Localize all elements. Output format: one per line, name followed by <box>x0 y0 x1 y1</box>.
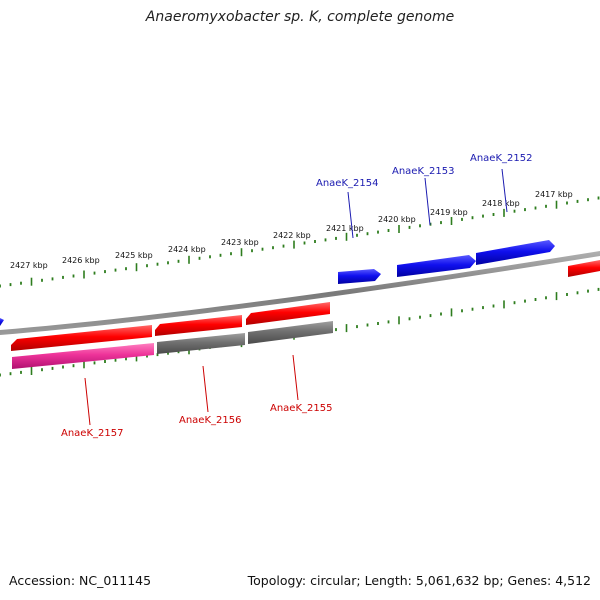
ruler-labels: 2417 kbp 2418 kbp 2419 kbp 2420 kbp 2421… <box>10 190 573 270</box>
reverse-strand-genes-red <box>11 302 330 351</box>
genome-summary-text: Topology: circular; Length: 5,061,632 bp… <box>247 573 591 588</box>
gene-arrow[interactable] <box>246 302 330 325</box>
gene-label[interactable]: AnaeK_2156 <box>179 415 241 426</box>
gene-labels: AnaeK_2152 AnaeK_2153 AnaeK_2154 AnaeK_2… <box>61 153 532 439</box>
gene-arrow-AnaeK_2157[interactable] <box>12 343 154 369</box>
gene-arrow-AnaeK_2152[interactable] <box>476 240 555 265</box>
connector-line <box>424 177 431 226</box>
connector-line <box>84 377 91 426</box>
gene-arrow[interactable] <box>0 318 4 326</box>
gene-arrow-AnaeK_2153[interactable] <box>397 255 476 277</box>
forward-strand-genes <box>0 240 600 326</box>
ruler-label: 2422 kbp <box>273 231 311 240</box>
gene-label[interactable]: AnaeK_2157 <box>61 428 123 439</box>
ruler-label: 2419 kbp <box>430 208 468 217</box>
ruler-label: 2417 kbp <box>535 190 573 199</box>
gene-arrow[interactable] <box>155 315 242 336</box>
gene-arrow-AnaeK_2155[interactable] <box>248 321 333 344</box>
ruler-label: 2425 kbp <box>115 251 153 260</box>
gene-arrow[interactable] <box>11 325 152 351</box>
gene-label[interactable]: AnaeK_2154 <box>316 178 378 189</box>
gene-arrow[interactable] <box>568 260 600 277</box>
connector-line <box>202 365 209 413</box>
ruler-label: 2421 kbp <box>326 224 364 233</box>
ruler-ticks-top <box>0 196 600 288</box>
connector-line <box>501 168 508 213</box>
connector-line <box>292 354 299 401</box>
ruler-label: 2423 kbp <box>221 238 259 247</box>
ruler-label: 2424 kbp <box>168 245 206 254</box>
ruler-label: 2426 kbp <box>62 256 100 265</box>
gene-label[interactable]: AnaeK_2153 <box>392 166 454 177</box>
gene-label[interactable]: AnaeK_2155 <box>270 403 332 414</box>
map-title: Anaeromyxobacter sp. K, complete genome <box>145 9 455 25</box>
reverse-strand-genes-colored <box>12 321 333 369</box>
genome-backbone <box>0 251 600 335</box>
connector-line <box>347 191 354 239</box>
gene-arrow-AnaeK_2156[interactable] <box>157 333 245 354</box>
label-connectors <box>84 168 508 426</box>
accession-text: Accession: NC_011145 <box>9 573 152 588</box>
gene-label[interactable]: AnaeK_2152 <box>470 153 532 164</box>
ruler-label: 2420 kbp <box>378 215 416 224</box>
gene-arrow[interactable] <box>338 269 381 284</box>
ruler-label: 2418 kbp <box>482 199 520 208</box>
ruler-label: 2427 kbp <box>10 261 48 270</box>
